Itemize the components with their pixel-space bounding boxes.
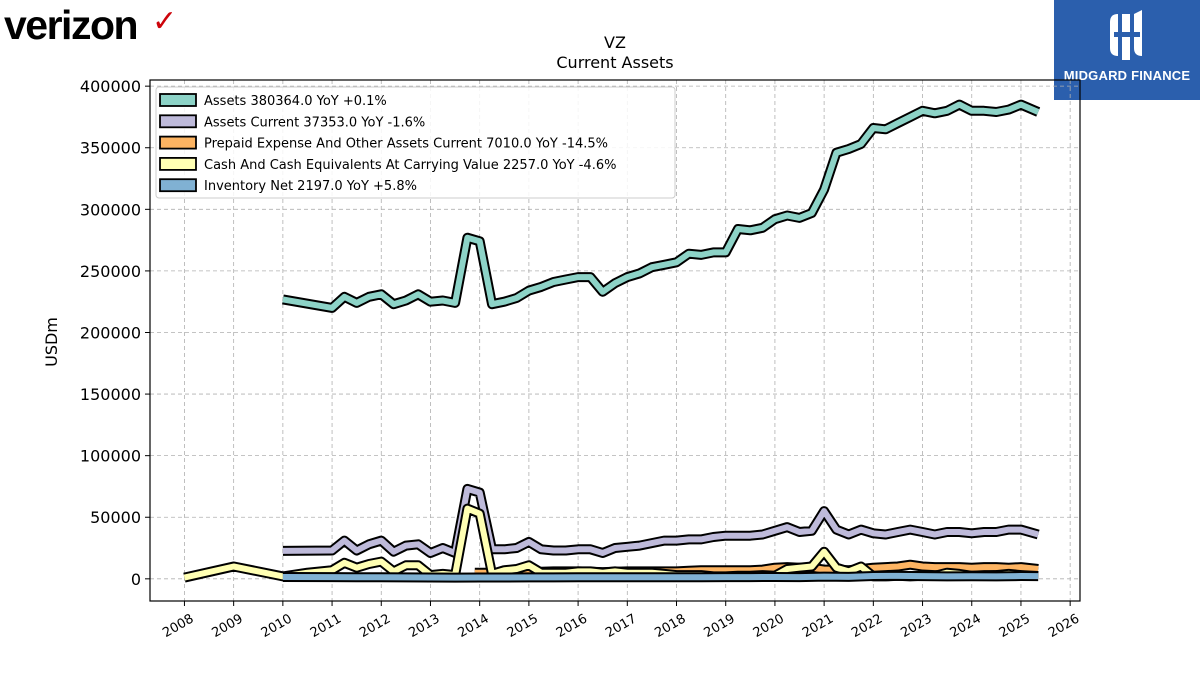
midgard-finance-badge: MIDGARD FINANCE: [1054, 0, 1200, 100]
y-tick-label: 350000: [80, 139, 141, 158]
x-tick-label: 2012: [357, 611, 393, 641]
chart-subtitle: Current Assets: [556, 53, 673, 72]
x-tick-label: 2016: [554, 611, 590, 641]
series-line-0: [282, 99, 1041, 313]
badge-text: MIDGARD FINANCE: [1063, 68, 1191, 83]
legend: Assets 380364.0 YoY +0.1% Assets Current …: [155, 86, 676, 199]
legend-label: Inventory Net 2197.0 YoY +5.8%: [204, 179, 417, 194]
legend-swatch: [159, 178, 197, 193]
checkmark-icon: ✓: [152, 4, 178, 39]
y-tick-label: 50000: [90, 508, 141, 527]
x-tick-label: 2023: [898, 611, 934, 641]
verizon-logo: verizon ✓: [4, 2, 177, 49]
midgard-logo-icon: [1110, 10, 1142, 60]
x-tick-label: 2018: [652, 611, 688, 641]
legend-swatch: [159, 114, 197, 129]
y-tick-label: 0: [131, 570, 141, 589]
legend-box: [155, 86, 676, 199]
series-line-1: [282, 483, 1040, 558]
x-tick-label: 2017: [603, 611, 639, 641]
x-tick-label: 2015: [505, 611, 541, 641]
y-tick-label: 100000: [80, 447, 141, 466]
legend-label: Assets Current 37353.0 YoY -1.6%: [204, 115, 425, 130]
legend-label: Assets 380364.0 YoY +0.1%: [204, 94, 387, 109]
y-tick-label: 400000: [80, 77, 141, 96]
x-tick-label: 2011: [308, 611, 344, 641]
x-tick-label: 2009: [209, 611, 245, 641]
y-axis-ticks: 0 50000 100000 150000 200000 250000 300000 3500…: [80, 77, 150, 589]
x-tick-label: 2022: [849, 611, 885, 641]
y-tick-label: 200000: [80, 323, 141, 342]
x-axis-ticks: 2008 2009 2010 2011 2012 2013 2014 2015 2016 2017…: [160, 601, 1082, 641]
legend-label: Prepaid Expense And Other Assets Current…: [204, 137, 608, 152]
x-tick-label: 2008: [160, 611, 196, 641]
x-tick-label: 2020: [751, 611, 787, 641]
series-group: [183, 99, 1041, 583]
chart-title: VZ: [604, 33, 626, 52]
x-tick-label: 2021: [800, 611, 836, 641]
y-tick-label: 150000: [80, 385, 141, 404]
x-tick-label: 2010: [259, 611, 295, 641]
y-tick-label: 250000: [80, 262, 141, 281]
legend-swatch: [159, 135, 197, 150]
x-tick-label: 2025: [997, 611, 1033, 641]
x-tick-label: 2026: [1046, 611, 1082, 641]
series-line-4: [282, 570, 1039, 583]
legend-label: Cash And Cash Equivalents At Carrying Va…: [204, 158, 616, 173]
logo-wordmark: verizon: [4, 2, 139, 48]
plot-frame: [149, 79, 1081, 602]
axes: [149, 79, 1081, 602]
x-tick-label: 2014: [456, 611, 492, 641]
x-tick-label: 2019: [702, 611, 738, 641]
legend-swatch: [159, 93, 197, 107]
x-tick-label: 2024: [948, 611, 984, 641]
legend-swatch: [159, 156, 197, 171]
y-tick-label: 300000: [80, 200, 141, 219]
y-axis-label: USDm: [42, 317, 61, 367]
x-tick-label: 2013: [406, 611, 442, 641]
